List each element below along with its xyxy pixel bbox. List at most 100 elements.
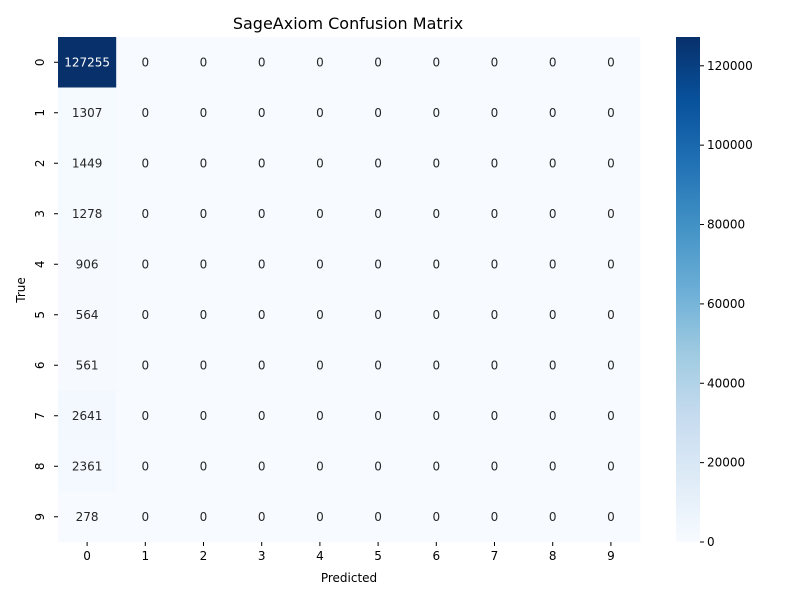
cell-value-label: 0 (258, 459, 266, 473)
cell-value-label: 0 (491, 358, 499, 372)
cell-value-label: 0 (141, 207, 149, 221)
cell-value-label: 0 (258, 409, 266, 423)
heatmap-cell (523, 340, 583, 391)
heatmap-cell (523, 390, 583, 442)
heatmap-cell (232, 37, 292, 88)
heatmap-cell (523, 37, 583, 88)
cell-value-label: 0 (374, 409, 382, 423)
heatmap-cell (174, 37, 234, 88)
heatmap-cell (349, 340, 408, 391)
heatmap-cell (232, 188, 292, 240)
cell-value-label: 0 (607, 106, 615, 120)
cell-value-label: 0 (491, 106, 499, 120)
cell-value-label: 0 (432, 156, 440, 170)
heatmap-cell (232, 441, 292, 492)
cell-value-label: 0 (607, 257, 615, 271)
heatmap-cell (581, 138, 641, 189)
cell-value-label: 0 (258, 308, 266, 322)
cell-value-label: 0 (316, 156, 324, 170)
cell-value-label: 0 (200, 308, 208, 322)
heatmap-cell (116, 390, 175, 442)
cell-value-label: 0 (316, 459, 324, 473)
colorbar-tick-label: 0 (707, 535, 715, 549)
heatmap-cell (232, 138, 292, 189)
y-tick-label: 1 (33, 109, 47, 117)
cell-value-label: 0 (258, 358, 266, 372)
cell-value-label: 0 (491, 156, 499, 170)
y-tick-label: 0 (33, 58, 47, 66)
cell-value-label: 0 (258, 55, 266, 69)
heatmap-cell (232, 390, 292, 442)
heatmap-cell-labels: 127255 0 0 0 0 0 0 0 0 0 1307 0 0 0 0 0 0 0 0 0 1449 0 0 0 0 0 0 0 0… (64, 55, 615, 524)
heatmap-cell (523, 188, 583, 240)
heatmap-cell (581, 188, 641, 240)
heatmap-cell (407, 138, 466, 189)
cell-value-label: 2361 (72, 459, 103, 473)
cell-value-label: 0 (607, 207, 615, 221)
cell-value-label: 0 (258, 207, 266, 221)
heatmap-cell (407, 390, 466, 442)
cell-value-label: 0 (549, 257, 557, 271)
cell-value-label: 0 (607, 308, 615, 322)
colorbar-tick-label: 20000 (707, 456, 745, 470)
heatmap-cell (523, 491, 583, 543)
colorbar (676, 37, 700, 542)
heatmap-cell (290, 239, 350, 290)
heatmap-cell (58, 138, 117, 189)
cell-value-label: 0 (200, 257, 208, 271)
cell-value-label: 0 (200, 55, 208, 69)
heatmap-cell (58, 340, 117, 391)
heatmap-cell (290, 188, 350, 240)
heatmap-cell (290, 340, 350, 391)
heatmap-cell (349, 138, 408, 189)
cell-value-label: 0 (607, 510, 615, 524)
x-tick-label: 6 (432, 549, 440, 563)
cell-value-label: 0 (141, 358, 149, 372)
cell-value-label: 0 (200, 207, 208, 221)
cell-value-label: 0 (316, 55, 324, 69)
cell-value-label: 561 (76, 358, 99, 372)
heatmap-cell (349, 441, 408, 492)
cell-value-label: 0 (432, 106, 440, 120)
cell-value-label: 0 (607, 358, 615, 372)
cell-value-label: 1278 (72, 207, 103, 221)
cell-value-label: 0 (374, 510, 382, 524)
cell-value-label: 0 (432, 459, 440, 473)
heatmap-cell (116, 188, 175, 240)
cell-value-label: 0 (607, 55, 615, 69)
cell-value-label: 0 (549, 106, 557, 120)
heatmap-cell (58, 289, 117, 341)
heatmap-cell (349, 87, 408, 139)
cell-value-label: 0 (316, 106, 324, 120)
cell-value-label: 0 (491, 459, 499, 473)
heatmap-cell (349, 491, 408, 543)
heatmap-cell (465, 491, 525, 543)
cell-value-label: 0 (316, 358, 324, 372)
heatmap-cell (58, 239, 117, 290)
cell-value-label: 0 (200, 106, 208, 120)
heatmap-cell (465, 138, 525, 189)
y-tick-label: 2 (33, 159, 47, 167)
cell-value-label: 0 (200, 409, 208, 423)
heatmap-cell (523, 289, 583, 341)
cell-value-label: 0 (491, 55, 499, 69)
cell-value-label: 0 (549, 207, 557, 221)
cell-value-label: 1449 (72, 156, 103, 170)
cell-value-label: 0 (491, 308, 499, 322)
heatmap-cell (581, 390, 641, 442)
heatmap-cell (58, 390, 117, 442)
cell-value-label: 0 (374, 106, 382, 120)
heatmap-cell (58, 87, 117, 139)
x-tick-label: 9 (607, 549, 615, 563)
cell-value-label: 0 (374, 358, 382, 372)
heatmap-cell (581, 340, 641, 391)
y-tick-label: 3 (33, 210, 47, 218)
cell-value-label: 0 (549, 156, 557, 170)
cell-value-label: 0 (374, 55, 382, 69)
heatmap-cell (523, 239, 583, 290)
x-tick-label: 0 (83, 549, 91, 563)
cell-value-label: 564 (76, 308, 99, 322)
cell-value-label: 0 (549, 55, 557, 69)
colorbar-tick-label: 60000 (707, 297, 745, 311)
cell-value-label: 2641 (72, 409, 103, 423)
